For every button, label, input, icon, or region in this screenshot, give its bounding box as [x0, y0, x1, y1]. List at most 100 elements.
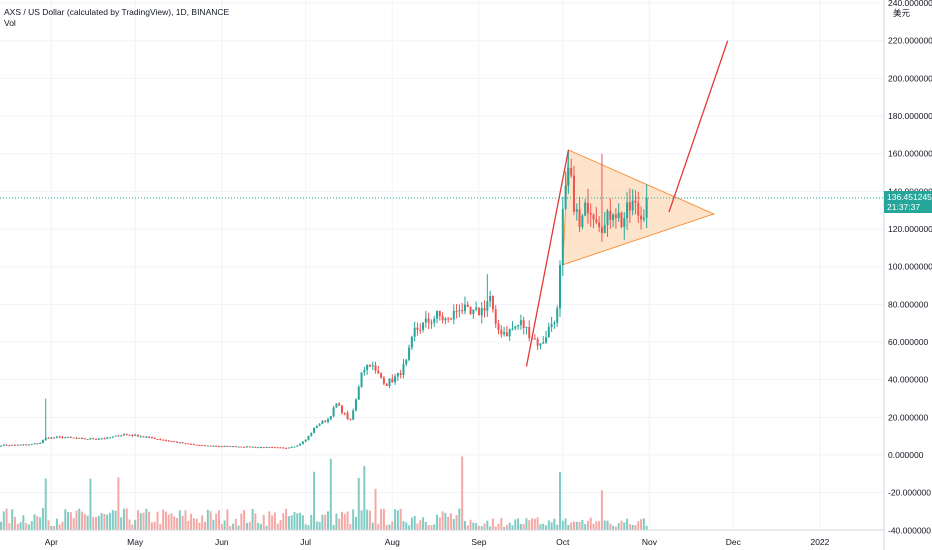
candle-body [547, 327, 550, 338]
candle-body [89, 438, 92, 440]
candle-body [536, 339, 539, 346]
volume-bar [449, 513, 452, 530]
candle-body [617, 212, 620, 218]
candle [279, 447, 282, 449]
candle-body [69, 436, 72, 438]
volume-bar [609, 523, 612, 530]
candle-body [223, 445, 226, 447]
candle-body [427, 318, 430, 323]
candle [570, 158, 573, 178]
volume-bar [388, 524, 391, 530]
candle-body [586, 202, 589, 214]
volume-indicator-label[interactable]: Vol [4, 18, 16, 28]
volume-bar [245, 522, 248, 530]
y-tick-label: 240.000000 [888, 0, 932, 8]
candle-body [78, 437, 81, 439]
candle [542, 336, 545, 344]
volume-bar [315, 521, 318, 530]
candle [612, 213, 615, 228]
candle [148, 435, 151, 438]
symbol-title[interactable]: AXS / US Dollar (calculated by TradingVi… [4, 7, 230, 17]
candle-body [282, 447, 285, 449]
volume-bar [357, 478, 360, 530]
volume-bar [134, 519, 137, 530]
candle [623, 212, 626, 240]
candle-body [237, 446, 240, 448]
volume-bar [427, 525, 430, 530]
candle-body [497, 323, 500, 330]
candle-body [640, 215, 643, 220]
candle-body [8, 445, 11, 447]
candle-body [16, 444, 19, 446]
volume-bar [39, 517, 42, 530]
volume-bar [148, 511, 151, 530]
candle [422, 322, 425, 333]
candle [380, 372, 383, 379]
candle [603, 211, 606, 234]
candle-body [452, 310, 455, 320]
candle-body [321, 420, 324, 424]
candle [55, 435, 58, 439]
candle-body [100, 438, 103, 440]
candle [545, 330, 548, 344]
candle-body [170, 441, 173, 443]
currency-unit[interactable]: 美元 [893, 8, 911, 18]
candle [178, 441, 181, 444]
candle-body [58, 436, 61, 438]
candle [477, 307, 480, 316]
candle [315, 425, 318, 429]
volume-bar [117, 477, 120, 530]
volume-bar [424, 521, 427, 530]
candle [125, 433, 128, 436]
candle-body [595, 219, 598, 223]
candle-body [628, 202, 631, 211]
volume-bar [192, 518, 195, 530]
candle-body [433, 318, 436, 323]
candle-body [268, 447, 271, 449]
candle [86, 439, 89, 441]
candle-body [449, 318, 452, 320]
candle-body [399, 373, 402, 375]
candle-body [380, 373, 383, 378]
volume-bar [64, 509, 67, 530]
y-tick-label: 60.000000 [888, 337, 928, 347]
candle [231, 446, 234, 448]
volume-bar [136, 510, 139, 530]
candle [262, 446, 265, 449]
volume-bar [402, 521, 405, 530]
candle-body [61, 436, 64, 438]
candle-body [612, 214, 615, 221]
candle [248, 446, 251, 448]
volume-bar [567, 524, 570, 530]
candle-body [642, 217, 645, 220]
candle [346, 410, 349, 420]
candle-body [167, 440, 170, 442]
candle [600, 153, 603, 242]
volume-bar [44, 478, 47, 530]
candle [332, 405, 335, 418]
candle [567, 149, 570, 194]
volume-bar [198, 522, 201, 530]
volume-bar [522, 524, 525, 530]
candle-body [631, 200, 634, 211]
volume-bar [614, 526, 617, 530]
x-tick-label: 2022 [810, 537, 829, 547]
candle [195, 444, 198, 446]
volume-bar [533, 518, 536, 530]
candle-body [357, 386, 360, 400]
y-tick-label: 160.000000 [888, 149, 932, 159]
candle-body [581, 215, 584, 227]
candle-body [366, 364, 369, 371]
candle [318, 423, 321, 427]
candle [117, 434, 120, 437]
candle [472, 309, 475, 319]
candle-body [142, 436, 145, 438]
volume-bar [466, 525, 469, 530]
candle [377, 365, 380, 374]
volume-bar [285, 508, 288, 530]
candle [628, 188, 631, 224]
volume-bar [268, 511, 271, 530]
candle [511, 321, 514, 331]
